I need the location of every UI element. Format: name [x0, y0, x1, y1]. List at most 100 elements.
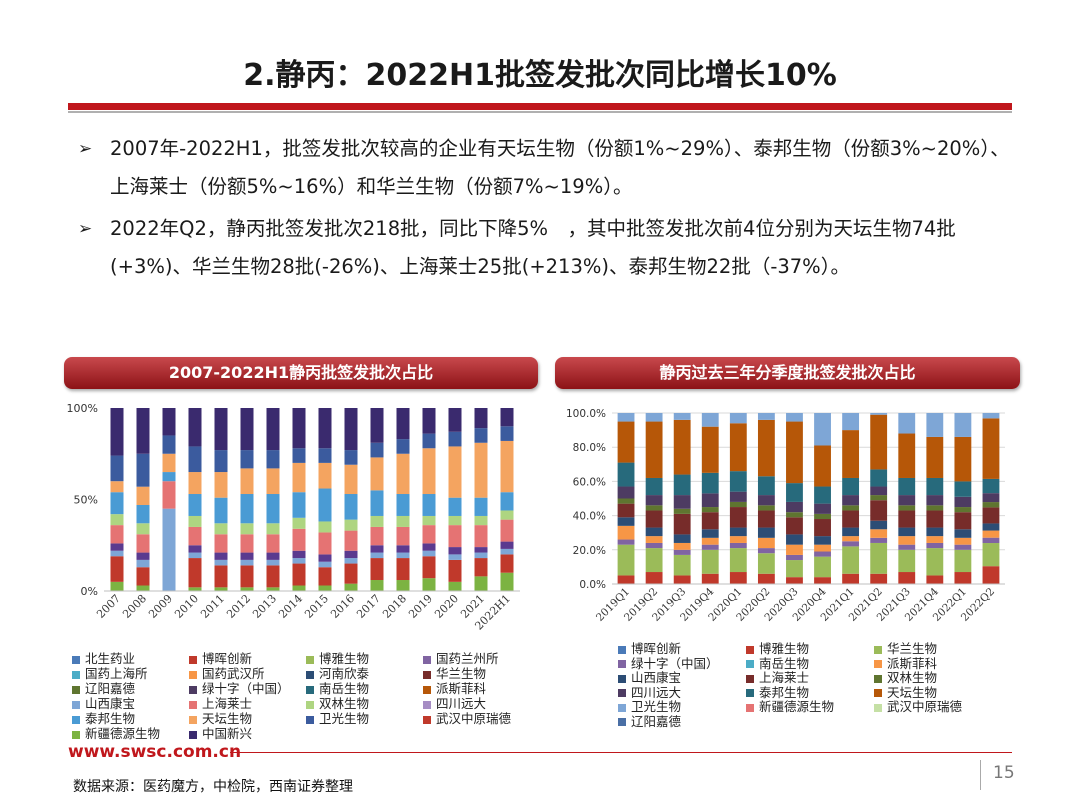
bar-segment [786, 512, 803, 518]
bar-segment [370, 490, 384, 516]
bar-segment [982, 507, 1000, 524]
legend-item: 国药兰州所 [423, 648, 499, 667]
legend-swatch [72, 715, 80, 724]
bar-segment [757, 537, 775, 549]
bar-segment [701, 426, 719, 473]
legend-swatch [874, 660, 882, 668]
bar-segment [344, 408, 358, 451]
legend-item: 绿十字（中国） [618, 653, 719, 672]
bar-segment [926, 510, 944, 528]
bar-segment [240, 523, 254, 535]
bullet-text-2: 2022年Q2，静丙批签发批次218批，同比下降5% ，其中批签发批次前4位分别… [110, 217, 956, 278]
legend-swatch [189, 655, 197, 664]
bar-segment [898, 527, 916, 537]
bar-segment [757, 553, 775, 574]
bar-segment [240, 468, 254, 495]
legend-swatch [189, 715, 197, 724]
bar-segment [318, 488, 332, 522]
bar-segment [814, 556, 831, 578]
bar-segment [396, 515, 410, 527]
y-tick-label: 40.0% [573, 511, 606, 523]
bar-segment [318, 567, 332, 586]
bar-segment [240, 559, 254, 566]
bar-segment [292, 448, 306, 463]
bar-segment [814, 413, 831, 446]
bar-segment [954, 507, 972, 513]
bar-segment [673, 413, 691, 420]
bar-segment [645, 536, 663, 543]
bar-segment [926, 436, 944, 478]
legend-label: 新疆德源生物 [85, 726, 161, 741]
legend-label: 武汉中原瑞德 [887, 699, 963, 714]
bar-segment [814, 544, 831, 552]
legend-swatch [189, 730, 197, 739]
legend-item: 国药上海所 [72, 663, 148, 682]
bar-segment [240, 552, 254, 560]
bar-segment [240, 494, 254, 524]
footer-url[interactable]: www.swsc.com.cn [68, 742, 242, 762]
bar-segment [448, 446, 462, 498]
legend-label: 南岳生物 [759, 655, 810, 671]
bar-segment [474, 428, 488, 443]
bar-segment [370, 442, 384, 458]
legend-label: 绿十字（中国） [202, 681, 290, 696]
bar-segment [500, 510, 514, 520]
legend-swatch [618, 703, 626, 712]
bar-segment [422, 578, 436, 591]
bar-segment [266, 552, 280, 560]
legend-swatch [306, 655, 314, 664]
bar-segment [786, 534, 803, 545]
bar-segment [757, 527, 775, 538]
bar-segment [645, 527, 663, 537]
bar-segment [162, 408, 176, 436]
bar-segment [370, 515, 384, 527]
bar-segment [396, 408, 410, 440]
bar-segment [701, 537, 719, 545]
bar-segment [318, 561, 332, 568]
bar-segment [617, 413, 635, 422]
bar-segment [645, 548, 663, 573]
bar-segment [188, 494, 202, 516]
y-tick-label: 20.0% [573, 545, 606, 557]
bar-segment [786, 544, 803, 555]
legend-item: 河南欣泰 [306, 663, 369, 682]
bar-segment [926, 495, 944, 506]
bullet-item-2: ➢ 2022年Q2，静丙批签发批次218批，同比下降5% ，其中批签发批次前4位… [78, 210, 1028, 286]
bar-segment [786, 413, 803, 422]
legend-item: 双林生物 [874, 667, 937, 686]
bullet-arrow-icon: ➢ [78, 219, 93, 239]
bar-segment [814, 486, 831, 504]
bar-segment [870, 495, 888, 501]
legend-item: 南岳生物 [306, 678, 369, 697]
bar-segment [814, 519, 831, 537]
bar-segment [898, 510, 916, 528]
legend-item: 卫光生物 [618, 696, 681, 715]
bar-segment [500, 519, 514, 542]
legend-item: 卫光生物 [306, 708, 369, 727]
bar-segment [954, 572, 972, 584]
bar-segment [842, 413, 860, 431]
bar-segment [318, 532, 332, 555]
bar-segment [898, 572, 916, 584]
bar-segment [474, 497, 488, 516]
bar-segment [318, 585, 332, 591]
bar-segment [422, 433, 436, 449]
legend-label: 南岳生物 [319, 681, 370, 696]
bar-segment [240, 534, 254, 553]
bar-segment [673, 419, 691, 475]
bar-segment [448, 547, 462, 555]
bar-segment [870, 413, 888, 415]
bar-segment [136, 559, 150, 568]
bar-segment [701, 544, 719, 550]
legend-swatch [618, 689, 626, 697]
bar-segment [898, 536, 916, 545]
bar-segment [344, 583, 358, 591]
bar-segment [188, 545, 202, 553]
bar-segment [954, 413, 972, 437]
legend-item: 双林生物 [306, 693, 369, 712]
bar-segment [926, 505, 944, 511]
legend-label: 河南欣泰 [319, 666, 370, 681]
bar-segment [162, 481, 176, 509]
legend-swatch [306, 685, 314, 694]
legend-label: 上海莱士 [202, 696, 253, 711]
